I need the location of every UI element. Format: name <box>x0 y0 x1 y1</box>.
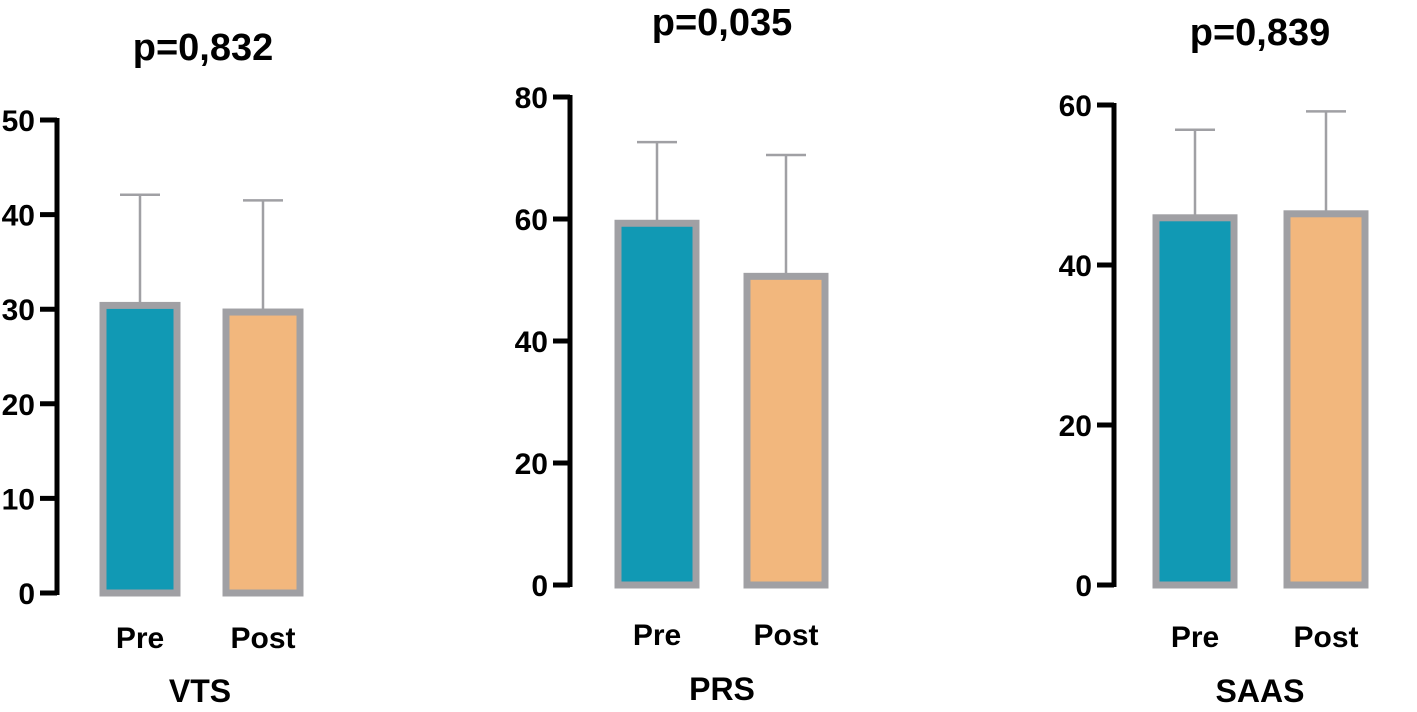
x-tick-label: Pre <box>1171 621 1219 654</box>
y-tick-label: 0 <box>1075 570 1092 603</box>
y-tick-label: 0 <box>18 578 35 611</box>
x-tick-label: Post <box>230 622 295 655</box>
y-tick-label: 20 <box>515 448 548 481</box>
y-tick-label: 60 <box>515 204 548 237</box>
y-tick-label: 30 <box>2 294 35 327</box>
y-tick-label: 10 <box>2 483 35 516</box>
y-tick-label: 0 <box>531 570 548 603</box>
y-tick-label: 50 <box>2 105 35 138</box>
bar-pre <box>99 301 181 597</box>
y-tick-label: 20 <box>1059 410 1092 443</box>
chart-title: p=0,832 <box>133 27 274 69</box>
y-tick-label: 80 <box>515 82 548 115</box>
x-axis-label: VTS <box>169 673 231 707</box>
y-tick-label: 60 <box>1059 90 1092 123</box>
y-tick-label: 40 <box>515 326 548 359</box>
chart-title: p=0,839 <box>1190 12 1331 54</box>
x-tick-label: Pre <box>633 619 681 652</box>
bar-post <box>1283 210 1369 589</box>
x-tick-label: Pre <box>116 622 164 655</box>
y-tick-label: 40 <box>2 200 35 233</box>
y-tick-label: 40 <box>1059 250 1092 283</box>
chart-panel-vts: p=0,832 Pre Post 0 10 20 30 40 50 VTS <box>2 27 304 709</box>
x-tick-label: Post <box>753 619 818 652</box>
bar-pre <box>614 219 700 589</box>
bar-post <box>743 272 829 589</box>
chart-panel-saas: p=0,839 Pre Post 0 20 40 60 SAAS <box>1059 12 1369 709</box>
x-axis-label: PRS <box>689 671 755 707</box>
x-axis-label: SAAS <box>1216 673 1305 707</box>
chart-title: p=0,035 <box>652 2 793 44</box>
bar-post <box>222 308 304 597</box>
chart-panel-prs: p=0,035 Pre Post 0 20 40 60 80 PRS <box>515 2 829 707</box>
y-tick-label: 20 <box>2 389 35 422</box>
bar-pre <box>1152 214 1238 589</box>
x-tick-label: Post <box>1293 621 1358 654</box>
